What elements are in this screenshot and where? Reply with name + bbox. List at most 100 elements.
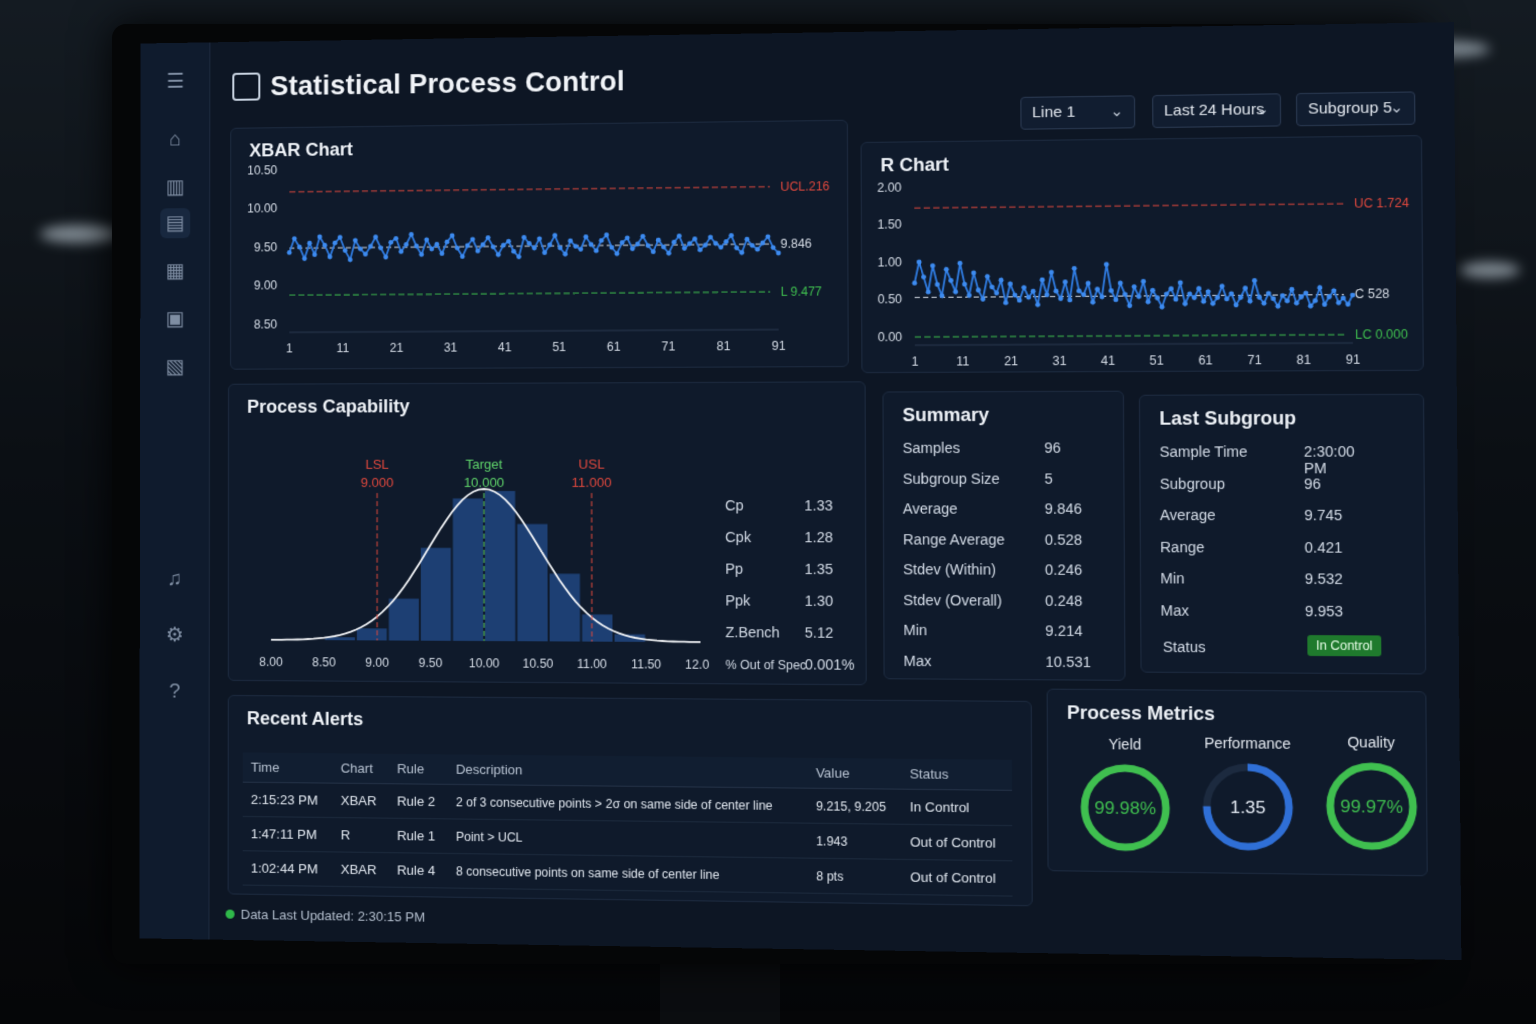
x-tick-label: 91: [1346, 352, 1361, 367]
lcl-line: [289, 292, 770, 295]
data-point: [1104, 262, 1109, 267]
kv-row: Min 9.214: [903, 622, 927, 639]
data-point: [419, 252, 424, 257]
data-point: [620, 240, 625, 245]
subgroup-select[interactable]: Subgroup 5 ⌄: [1296, 91, 1415, 126]
data-point: [698, 247, 703, 252]
stat-label: Ppk: [725, 592, 750, 608]
data-point: [378, 245, 383, 250]
line-select[interactable]: Line 1 ⌄: [1020, 95, 1135, 129]
column-header[interactable]: Status: [901, 759, 1012, 791]
column-header[interactable]: Description: [448, 754, 808, 788]
data-point: [1261, 301, 1266, 306]
stat-label: Z.Bench: [725, 624, 779, 641]
time-range-select[interactable]: Last 24 Hours ⌄: [1152, 93, 1281, 128]
data-point: [1271, 296, 1276, 301]
data-point: [765, 234, 770, 239]
y-tick-label: 9.00: [254, 279, 278, 293]
data-point: [460, 254, 465, 259]
data-point: [604, 233, 609, 238]
x-tick-label: 11.00: [577, 657, 607, 672]
data-point: [399, 249, 404, 254]
data-point: [646, 243, 651, 248]
alert-status: Out of Control: [902, 859, 1013, 896]
histogram-bar: [421, 548, 451, 641]
kv-row: Stdev (Overall) 0.248: [903, 591, 1002, 608]
data-point: [980, 297, 985, 302]
metric-quality: Quality 99.97%: [1317, 733, 1427, 859]
data-point: [1173, 297, 1178, 302]
data-point: [1243, 286, 1248, 291]
alert-description: 8 consecutive points on same side of cen…: [448, 853, 808, 893]
data-point: [962, 282, 967, 287]
lsl-name: LSL: [365, 457, 388, 472]
column-header[interactable]: Chart: [333, 753, 389, 783]
kv-label: Range Average: [903, 531, 1005, 548]
data-point: [333, 240, 338, 245]
column-header[interactable]: Value: [807, 758, 901, 789]
data-point: [656, 238, 661, 243]
column-header[interactable]: Time: [243, 752, 333, 783]
chart-icon[interactable]: ▥: [160, 172, 190, 202]
kv-row: Stdev (Within) 0.246: [903, 561, 996, 578]
data-point: [1031, 289, 1036, 294]
r-chart-card: R Chart 2.00 1.50 1.00 0.50 0.00 1 11 21 31 41 51 6…: [861, 135, 1424, 373]
x-tick-label: 1: [286, 341, 293, 355]
data-point: [465, 243, 470, 248]
help-icon[interactable]: ?: [160, 676, 190, 706]
x-tick-label: 81: [717, 339, 731, 353]
grid-icon[interactable]: ▦: [160, 256, 190, 286]
data-point: [491, 244, 496, 249]
data-point: [552, 233, 557, 238]
data-point: [424, 237, 429, 242]
data-point: [1289, 287, 1294, 292]
gear-icon[interactable]: ⚙: [160, 620, 190, 650]
kv-value: 9.953: [1305, 602, 1343, 619]
layout-icon[interactable]: ▧: [160, 352, 190, 382]
data-point: [672, 240, 677, 245]
metrics-title: Process Metrics: [1067, 702, 1215, 725]
x-tick-label: 8.00: [259, 655, 283, 669]
menu-icon[interactable]: ☰: [160, 67, 190, 97]
data-point: [1132, 284, 1137, 289]
histogram-bar: [485, 491, 515, 641]
data-point: [343, 248, 348, 253]
data-point: [703, 243, 708, 248]
control-chart-icon[interactable]: ▤: [160, 208, 190, 238]
data-point: [429, 247, 434, 252]
data-point: [287, 250, 292, 255]
kv-value: 2:30:00 PM: [1304, 443, 1355, 476]
metric-yield: Yield 99.98%: [1071, 735, 1179, 860]
x-tick-label: 31: [444, 340, 458, 354]
data-point: [718, 245, 723, 250]
center-line-label: 9.846: [780, 236, 812, 251]
kv-value: 96: [1044, 439, 1061, 456]
lcl-line: [915, 335, 1344, 337]
x-tick-label: 12.00: [685, 657, 709, 672]
column-header[interactable]: Rule: [389, 754, 448, 785]
data-point: [1196, 286, 1201, 291]
data-point: [302, 256, 307, 261]
data-point: [1141, 279, 1146, 284]
data-point: [1341, 296, 1346, 301]
data-point: [327, 254, 332, 259]
x-tick-label: 1: [911, 354, 918, 368]
last-subgroup-card: Last Subgroup Sample Time 2:30:00 PM Subgr…: [1139, 394, 1426, 675]
x-tick-label: 51: [1149, 353, 1164, 368]
kv-label: Stdev (Within): [903, 561, 996, 578]
x-tick-label: 71: [662, 339, 676, 353]
data-point: [1350, 293, 1355, 298]
report-icon[interactable]: ▣: [160, 304, 190, 334]
home-icon[interactable]: ⌂: [160, 124, 190, 154]
data-point: [755, 247, 760, 252]
data-point: [542, 250, 547, 255]
x-tick-label: 71: [1247, 353, 1262, 368]
data-point: [917, 260, 922, 265]
data-point: [1026, 295, 1031, 300]
bell-icon[interactable]: ♫: [160, 564, 190, 594]
metric-gauge: 99.98%: [1077, 760, 1174, 855]
data-point: [771, 245, 776, 250]
data-point: [1155, 295, 1160, 300]
alert-value: 8 pts: [808, 858, 902, 894]
data-point: [724, 239, 729, 244]
